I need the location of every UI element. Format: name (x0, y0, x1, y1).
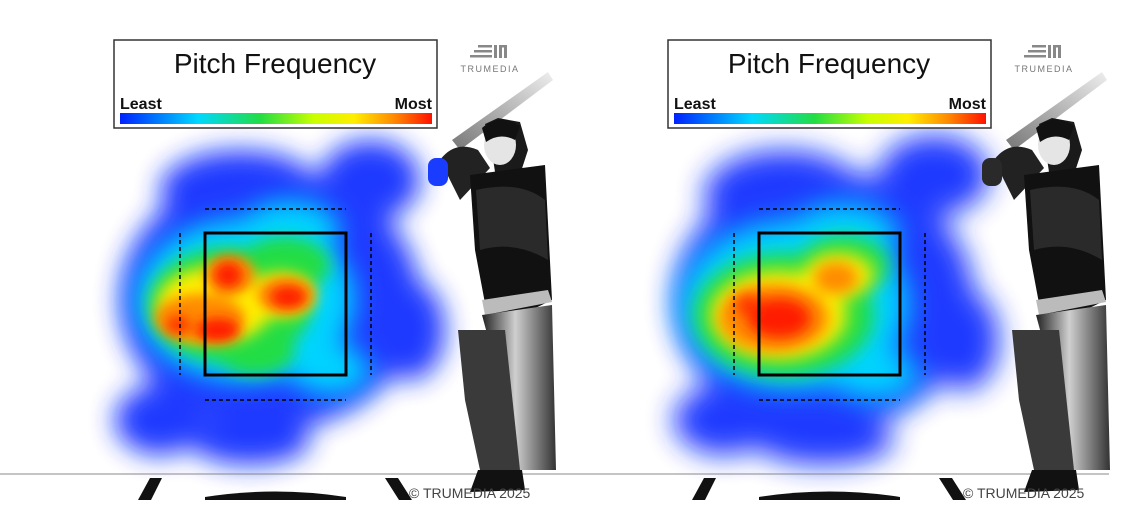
strike-zone (757, 231, 902, 377)
legend-color-bar (120, 113, 432, 124)
left-batters-box-line (692, 478, 716, 500)
heatmap-layer-red (166, 262, 306, 342)
copyright-text: © TRUMEDIA 2025 (963, 485, 1085, 501)
legend-low-label: Least (674, 96, 716, 113)
strike-zone-outer-dashed (179, 208, 372, 401)
strike-zone (203, 231, 348, 377)
heatmap-panel-2: Pitch Frequency Least Most TRUMEDIA © TR… (554, 0, 1114, 525)
legend-low-label: Least (120, 96, 162, 113)
legend-color-bar (674, 113, 986, 124)
left-batters-box-line (138, 478, 162, 500)
strike-zone-outer-dashed (733, 208, 926, 401)
trumedia-logo-text: TRUMEDIA (461, 64, 520, 74)
home-plate (205, 491, 346, 500)
heatmap-chart-1: Pitch Frequency Least Most TRUMEDIA © TR… (0, 39, 556, 501)
trumedia-logo-icon (1024, 45, 1061, 58)
trumedia-logo-icon (470, 45, 507, 58)
legend-high-label: Most (395, 96, 433, 113)
batter-silhouette (428, 72, 556, 492)
batter-silhouette (982, 72, 1110, 492)
trumedia-logo: TRUMEDIA (461, 45, 520, 74)
right-batters-box-line (385, 478, 412, 500)
legend: Pitch Frequency Least Most (667, 39, 992, 129)
heatmap-panel-1: Pitch Frequency Least Most TRUMEDIA © TR… (0, 0, 560, 525)
trumedia-logo-text: TRUMEDIA (1015, 64, 1074, 74)
legend-title: Pitch Frequency (728, 48, 930, 79)
legend: Pitch Frequency Least Most (113, 39, 438, 129)
heatmap-layer-red (735, 295, 811, 338)
trumedia-logo: TRUMEDIA (1015, 45, 1074, 74)
home-plate (759, 491, 900, 500)
heatmap-chart-2: Pitch Frequency Least Most TRUMEDIA © TR… (554, 39, 1110, 501)
copyright-text: © TRUMEDIA 2025 (409, 485, 531, 501)
right-batters-box-line (939, 478, 966, 500)
legend-title: Pitch Frequency (174, 48, 376, 79)
legend-high-label: Most (949, 96, 987, 113)
